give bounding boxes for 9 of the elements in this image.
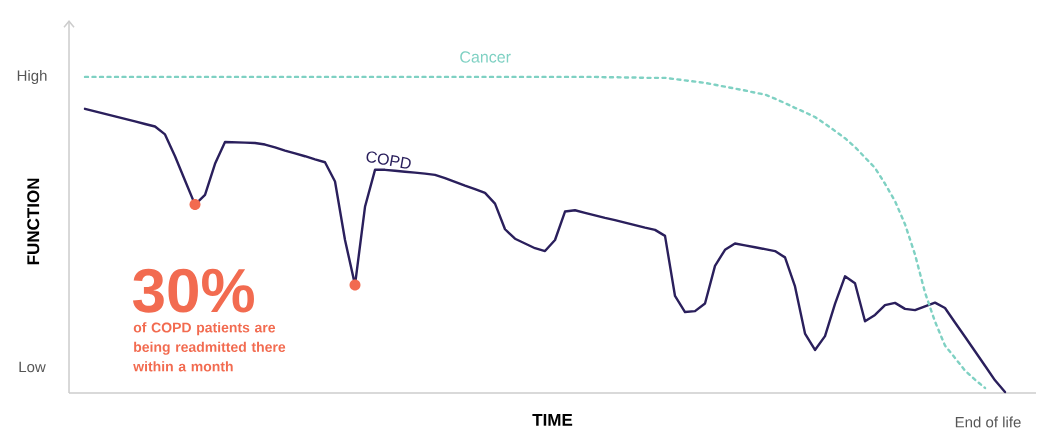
annotation: 30% [132, 268, 254, 313]
annotation: of COPD patients are being readmitted there within a month [133, 322, 286, 372]
x-axis-title: TIME [532, 413, 573, 426]
text: COPD [366, 151, 411, 169]
text: Low [19, 361, 46, 373]
y-axis-title: FUNCTION [27, 178, 40, 265]
series-label: Cancer [460, 51, 511, 63]
text: High [17, 70, 47, 84]
text: End of life [955, 416, 1021, 428]
